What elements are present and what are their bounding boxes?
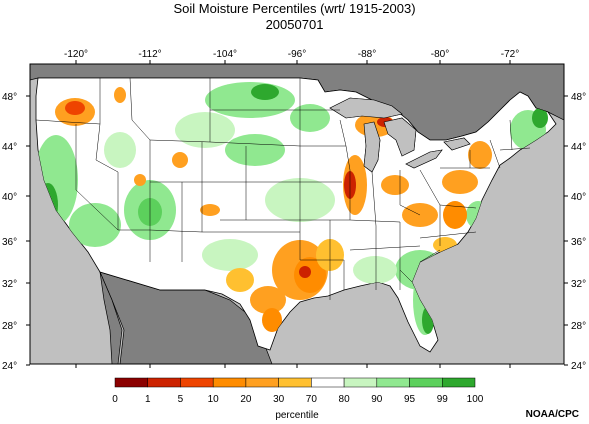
colorbar-tick-label: 80 <box>339 394 351 405</box>
lon-label: -120° <box>64 49 88 60</box>
colorbar-swatch <box>212 377 247 388</box>
colorbar-swatch <box>376 377 410 388</box>
colorbar-title: percentile <box>275 410 319 421</box>
colorbar-swatch <box>114 377 148 388</box>
map-date: 20050701 <box>265 17 324 32</box>
colorbar-tick-label: 90 <box>371 394 383 405</box>
colorbar-tick-label: 10 <box>208 394 220 405</box>
colorbar-swatch <box>278 377 312 388</box>
colorbar: 0 1 5 10 20 30 70 80 90 95 99 100 <box>112 377 484 405</box>
lat-label-right: 28° <box>571 321 586 332</box>
lon-label: -104° <box>213 49 237 60</box>
colorbar-tick-label: 70 <box>306 394 318 405</box>
lat-label-right: 24° <box>571 361 586 372</box>
lat-label-left: 44° <box>2 142 17 153</box>
lat-label-left: 36° <box>2 237 17 248</box>
lon-label: -112° <box>138 49 161 60</box>
colorbar-swatch <box>409 377 443 388</box>
lon-label: -96° <box>288 49 306 60</box>
lat-label-right: 40° <box>571 192 586 203</box>
baja-peninsula <box>99 271 123 364</box>
colorbar-swatch <box>147 377 181 388</box>
latitude-ticks: 48° 48° 44° 44° 40° 40° 36° 36° 32° 32° 28° 28° 24° 2… <box>2 92 586 372</box>
lat-label-left: 28° <box>2 321 17 332</box>
credit-label: NOAA/CPC <box>525 409 579 420</box>
lon-label: -80° <box>431 49 449 60</box>
lat-label-left: 40° <box>2 192 17 203</box>
state-boundaries <box>35 77 531 300</box>
colorbar-swatch <box>442 377 476 388</box>
longitude-ticks: -120° -112° -104° -96° -88° -80° -72° <box>64 49 519 368</box>
map-title: Soil Moisture Percentiles (wrt/ 1915-200… <box>173 1 416 16</box>
lat-label-left: 32° <box>2 279 17 290</box>
lat-label-right: 32° <box>571 279 586 290</box>
lat-label-left: 24° <box>2 361 17 372</box>
colorbar-tick-label: 0 <box>112 394 118 405</box>
colorbar-tick-label: 99 <box>437 394 449 405</box>
lat-label-left: 48° <box>2 92 17 103</box>
colorbar-swatch <box>343 377 378 388</box>
colorbar-swatch <box>180 377 214 388</box>
lat-label-right: 36° <box>571 237 586 248</box>
lon-label: -72° <box>501 49 519 60</box>
colorbar-tick-label: 1 <box>145 394 151 405</box>
lon-label: -88° <box>358 49 376 60</box>
lat-label-right: 48° <box>571 92 586 103</box>
colorbar-tick-label: 100 <box>467 394 484 405</box>
lat-label-right: 44° <box>571 142 586 153</box>
colorbar-tick-label: 30 <box>273 394 285 405</box>
colorbar-swatch <box>311 377 345 388</box>
colorbar-tick-label: 5 <box>178 394 184 405</box>
colorbar-tick-label: 20 <box>240 394 252 405</box>
colorbar-tick-label: 95 <box>404 394 416 405</box>
colorbar-swatch <box>245 377 279 388</box>
